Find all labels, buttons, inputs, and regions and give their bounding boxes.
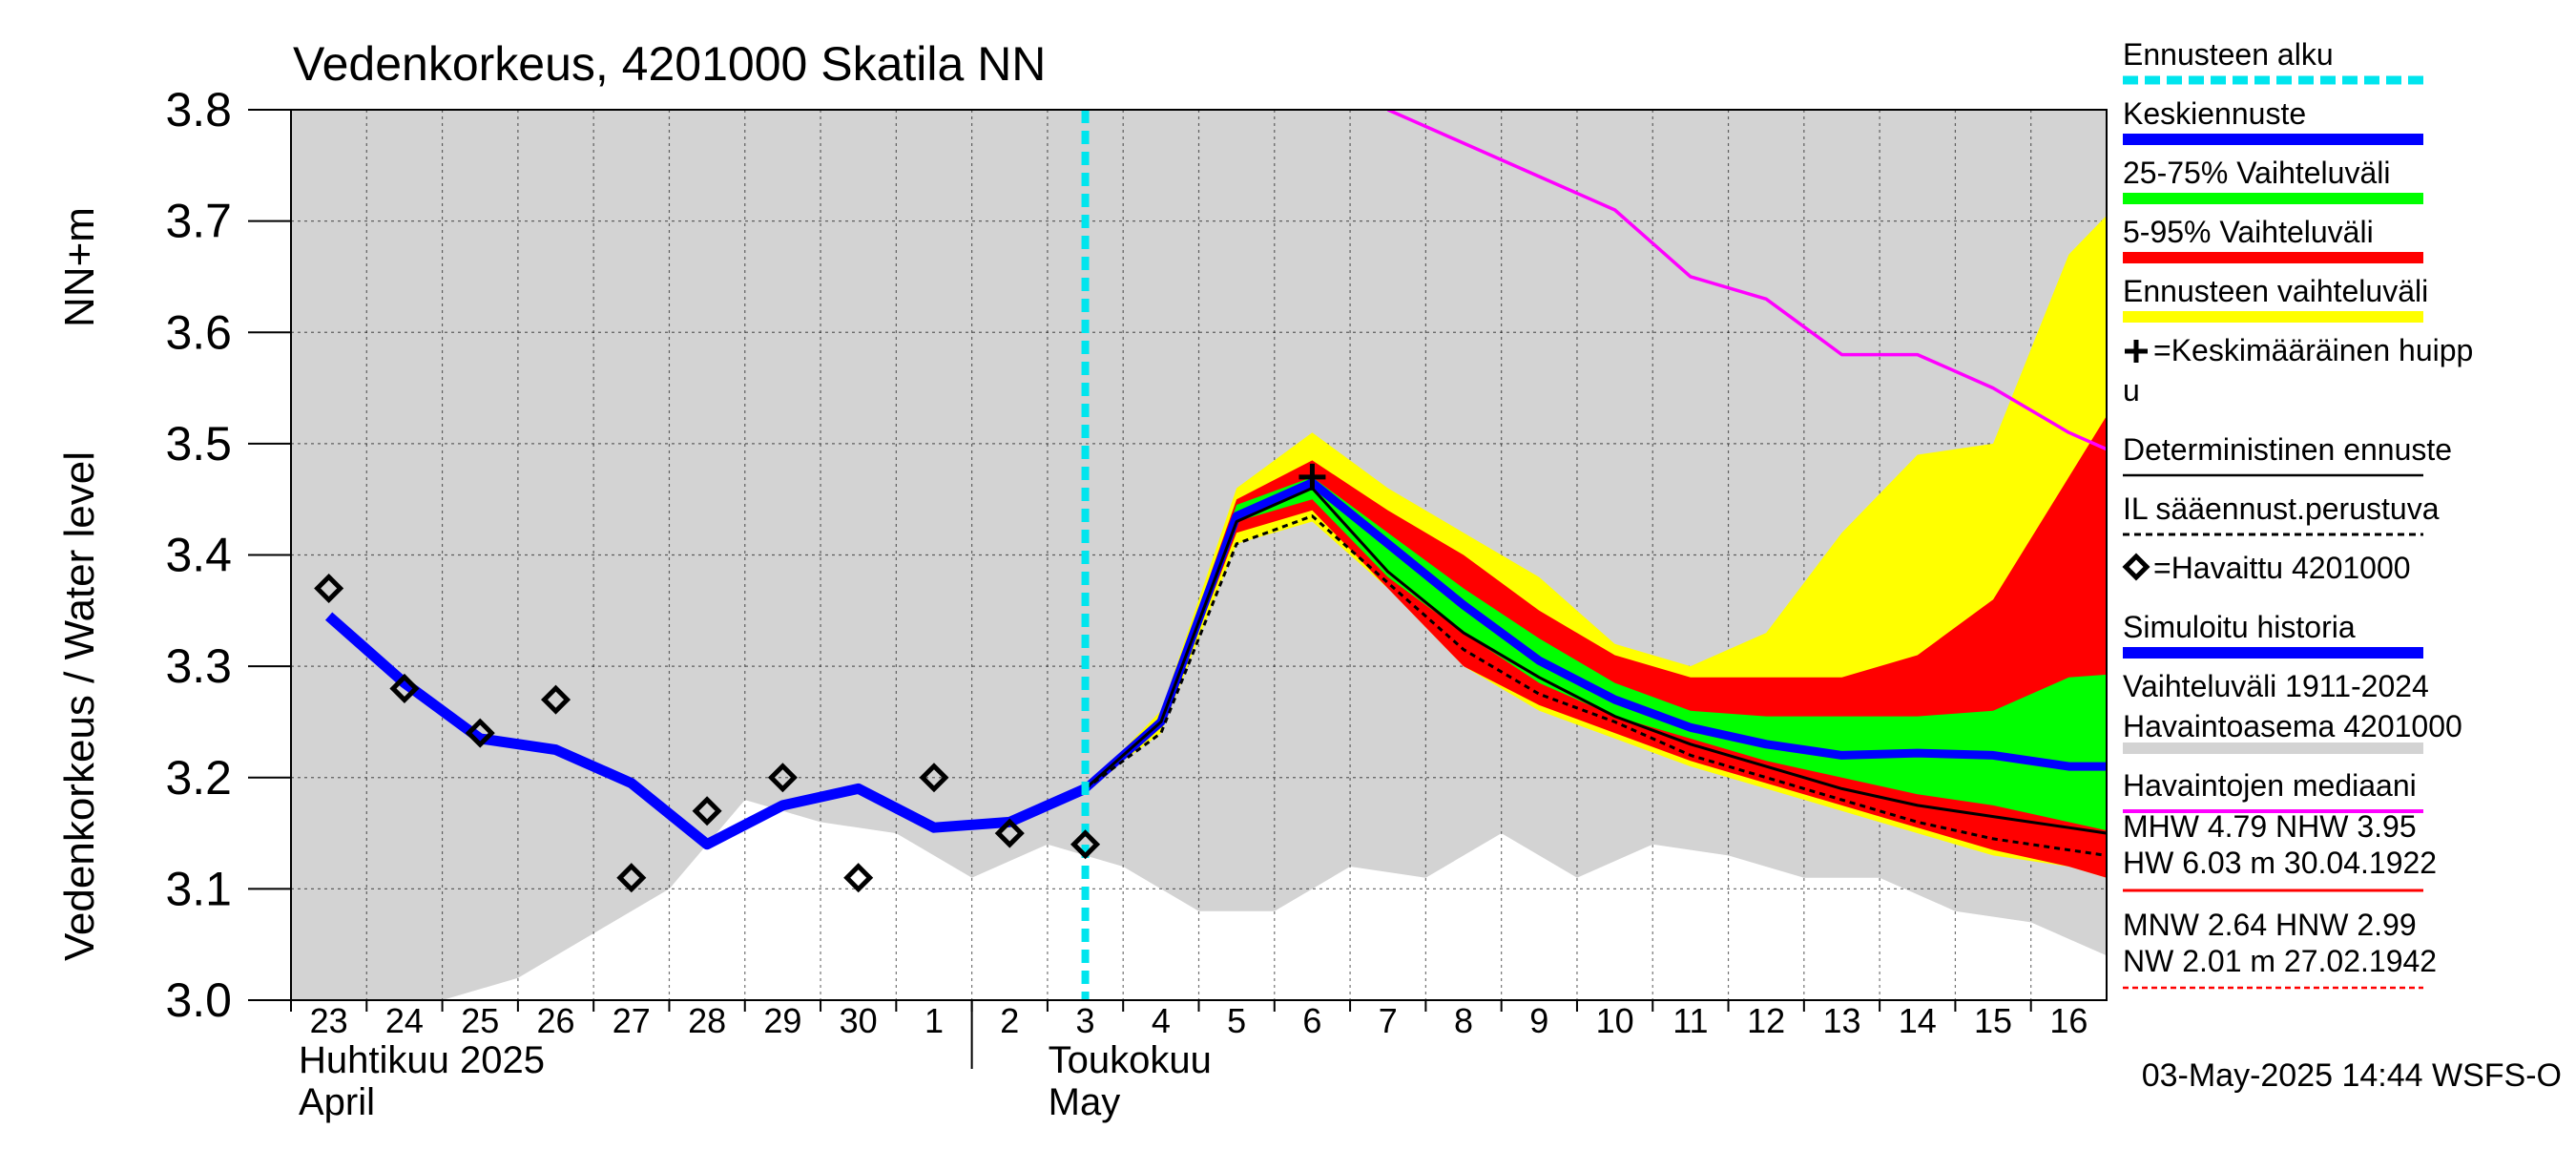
x-tick-label: 9 bbox=[1529, 1001, 1548, 1040]
month-label-fi: Huhtikuu 2025 bbox=[299, 1039, 545, 1081]
y-tick-label: 3.2 bbox=[165, 751, 232, 805]
y-tick-label: 3.6 bbox=[165, 305, 232, 359]
legend-label: Ennusteen alku bbox=[2123, 37, 2334, 72]
x-tick-label: 27 bbox=[613, 1001, 651, 1040]
observed-point bbox=[994, 818, 1025, 848]
x-tick-label: 6 bbox=[1302, 1001, 1321, 1040]
chart-title: Vedenkorkeus, 4201000 Skatila NN bbox=[293, 37, 1046, 91]
legend-label: Vaihteluväli 1911-2024 bbox=[2123, 669, 2429, 703]
x-tick-label: 5 bbox=[1227, 1001, 1246, 1040]
y-tick-label: 3.8 bbox=[165, 83, 232, 136]
observed-point bbox=[616, 863, 647, 893]
series-line-1 bbox=[1084, 487, 2107, 835]
legend-label: Havaintojen mediaani bbox=[2123, 768, 2417, 803]
band-25-75 bbox=[1085, 476, 2107, 831]
month-label-en: April bbox=[299, 1081, 375, 1123]
legend-diamond-icon bbox=[2122, 553, 2150, 581]
plot-inner bbox=[291, 110, 2107, 1000]
stats-hw-line: HW 6.03 m 30.04.1922 bbox=[2123, 846, 2437, 880]
series-line-4 bbox=[1386, 110, 2107, 451]
footer-timestamp: 03-May-2025 14:44 WSFS-O bbox=[2142, 1057, 2562, 1094]
x-tick-label: 12 bbox=[1747, 1001, 1785, 1040]
stats-mnw-line: MNW 2.64 HNW 2.99 bbox=[2123, 908, 2417, 942]
legend: Ennusteen alku Keskiennuste 25-75% Vaihtel… bbox=[2122, 37, 2473, 990]
x-tick-label: 28 bbox=[688, 1001, 726, 1040]
month-label-en: May bbox=[1049, 1081, 1121, 1123]
y-axis-unit: NN+m bbox=[56, 207, 103, 327]
legend-item-10: Vaihteluväli 1911-2024 Havaintoasema 420… bbox=[2123, 669, 2462, 754]
y-tick-label: 3.7 bbox=[165, 195, 232, 248]
x-tick-label: 30 bbox=[840, 1001, 878, 1040]
x-tick-label: 7 bbox=[1379, 1001, 1398, 1040]
legend-item-0: Ennusteen alku bbox=[2123, 37, 2423, 85]
x-tick-label: 29 bbox=[763, 1001, 801, 1040]
x-tick-label: 14 bbox=[1899, 1001, 1937, 1040]
y-tick-label: 3.3 bbox=[165, 639, 232, 693]
legend-item-6: Deterministinen ennuste bbox=[2123, 432, 2452, 477]
legend-label: Ennusteen vaihteluväli bbox=[2123, 274, 2428, 308]
y-axis-label: Vedenkorkeus / Water level bbox=[56, 451, 103, 961]
legend-label: =Keskimääräinen huipp bbox=[2153, 333, 2473, 367]
month-label-fi: Toukokuu bbox=[1049, 1039, 1212, 1081]
legend-label-2: Havaintoasema 4201000 bbox=[2123, 709, 2462, 743]
y-tick-label: 3.5 bbox=[165, 417, 232, 470]
observed-point bbox=[540, 684, 571, 715]
x-tick-label: 10 bbox=[1596, 1001, 1634, 1040]
observed-point bbox=[389, 673, 420, 703]
x-tick-label: 3 bbox=[1076, 1001, 1095, 1040]
x-tick-label: 4 bbox=[1152, 1001, 1171, 1040]
series-line-2 bbox=[1084, 514, 2107, 857]
observed-point bbox=[314, 573, 344, 604]
observed-point bbox=[692, 796, 722, 826]
legend-item-2: 25-75% Vaihteluväli bbox=[2123, 156, 2423, 204]
legend-item-4: Ennusteen vaihteluväli bbox=[2123, 274, 2428, 323]
x-tick-label: 26 bbox=[536, 1001, 574, 1040]
legend-label: Deterministinen ennuste bbox=[2123, 432, 2452, 467]
stats-nw-line: NW 2.01 m 27.02.1942 bbox=[2123, 944, 2437, 978]
legend-item-3: 5-95% Vaihteluväli bbox=[2123, 215, 2423, 263]
legend-label: Keskiennuste bbox=[2123, 96, 2306, 131]
x-tick-label: 24 bbox=[385, 1001, 424, 1040]
legend-label: =Havaittu 4201000 bbox=[2153, 551, 2411, 585]
x-tick-label: 11 bbox=[1672, 1001, 1708, 1040]
legend-label-2: u bbox=[2123, 373, 2140, 408]
legend-label: Simuloitu historia bbox=[2123, 610, 2356, 644]
x-tick-label: 16 bbox=[2049, 1001, 2088, 1040]
x-tick-label: 15 bbox=[1974, 1001, 2012, 1040]
series-line-0 bbox=[1082, 478, 2107, 792]
plot-area: 3.03.13.23.33.43.53.63.73.823 24 25 26 27 28 2… bbox=[165, 83, 2108, 1123]
observed-point bbox=[767, 763, 798, 793]
legend-label: IL sääennust.perustuva bbox=[2123, 491, 2440, 526]
observed-point bbox=[843, 863, 874, 893]
legend-item-9: Simuloitu historia bbox=[2123, 610, 2423, 659]
legend-label: 5-95% Vaihteluväli bbox=[2123, 215, 2374, 249]
y-tick-label: 3.1 bbox=[165, 862, 232, 915]
stats-mhw-line: MHW 4.79 NHW 3.95 bbox=[2123, 809, 2417, 844]
legend-item-1: Keskiennuste bbox=[2123, 96, 2423, 145]
legend-item-7: IL sääennust.perustuva bbox=[2123, 491, 2440, 536]
legend-label: 25-75% Vaihteluväli bbox=[2123, 156, 2390, 190]
y-tick-label: 3.4 bbox=[165, 529, 232, 582]
observed-point bbox=[465, 718, 495, 748]
legend-item-11: Havaintojen mediaani bbox=[2123, 768, 2423, 813]
x-tick-label: 1 bbox=[924, 1001, 944, 1040]
legend-item-8: =Havaittu 4201000 bbox=[2122, 551, 2411, 585]
x-tick-label: 13 bbox=[1822, 1001, 1860, 1040]
observed-point bbox=[919, 763, 949, 793]
y-tick-label: 3.0 bbox=[165, 973, 232, 1027]
observed-point bbox=[1070, 829, 1101, 860]
series-line-3 bbox=[324, 612, 1088, 850]
legend-item-5: =Keskimääräinen huipp u bbox=[2123, 333, 2473, 408]
x-tick-label: 23 bbox=[310, 1001, 348, 1040]
x-tick-label: 25 bbox=[461, 1001, 499, 1040]
x-tick-label: 8 bbox=[1454, 1001, 1473, 1040]
x-tick-label: 2 bbox=[1000, 1001, 1019, 1040]
